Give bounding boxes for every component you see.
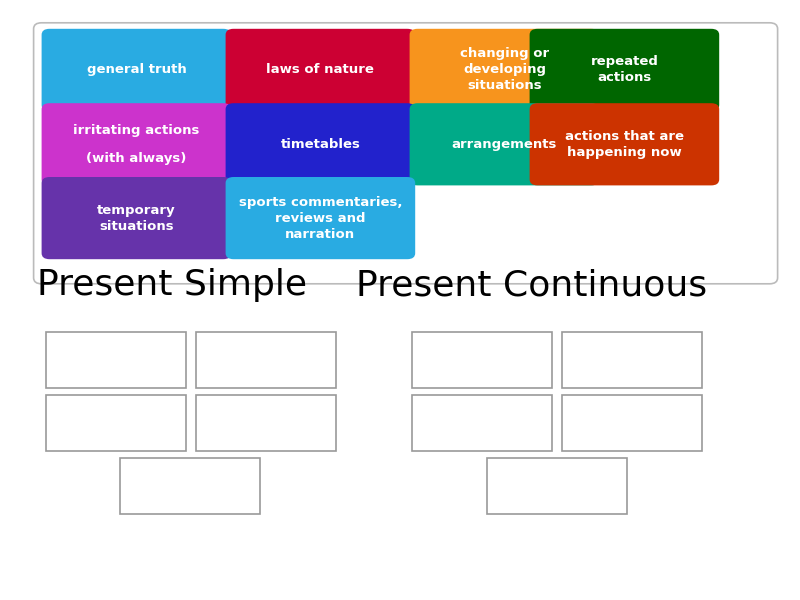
FancyBboxPatch shape: [412, 395, 552, 451]
FancyBboxPatch shape: [562, 395, 702, 451]
FancyBboxPatch shape: [410, 29, 599, 111]
FancyBboxPatch shape: [34, 23, 778, 284]
Text: (with always): (with always): [86, 152, 186, 165]
FancyBboxPatch shape: [412, 332, 552, 388]
Text: temporary
situations: temporary situations: [97, 203, 176, 233]
FancyBboxPatch shape: [46, 332, 186, 388]
FancyBboxPatch shape: [226, 177, 415, 259]
FancyBboxPatch shape: [120, 458, 260, 514]
FancyBboxPatch shape: [410, 103, 599, 185]
Text: Present Simple: Present Simple: [37, 268, 307, 302]
Text: Present Continuous: Present Continuous: [357, 268, 707, 302]
Text: repeated
actions: repeated actions: [590, 55, 658, 85]
Text: laws of nature: laws of nature: [266, 64, 374, 76]
FancyBboxPatch shape: [196, 395, 336, 451]
Text: actions that are
happening now: actions that are happening now: [565, 130, 684, 159]
Text: changing or
developing
situations: changing or developing situations: [460, 47, 549, 92]
Text: timetables: timetables: [281, 138, 360, 151]
Text: sports commentaries,
reviews and
narration: sports commentaries, reviews and narrati…: [238, 196, 402, 241]
FancyBboxPatch shape: [42, 177, 231, 259]
FancyBboxPatch shape: [42, 103, 231, 185]
FancyBboxPatch shape: [530, 103, 719, 185]
FancyBboxPatch shape: [46, 395, 186, 451]
FancyBboxPatch shape: [226, 29, 415, 111]
Text: irritating actions: irritating actions: [74, 124, 199, 137]
FancyBboxPatch shape: [487, 458, 627, 514]
FancyBboxPatch shape: [562, 332, 702, 388]
FancyBboxPatch shape: [530, 29, 719, 111]
FancyBboxPatch shape: [226, 103, 415, 185]
FancyBboxPatch shape: [42, 29, 231, 111]
Text: arrangements: arrangements: [452, 138, 557, 151]
FancyBboxPatch shape: [196, 332, 336, 388]
Text: general truth: general truth: [86, 64, 186, 76]
